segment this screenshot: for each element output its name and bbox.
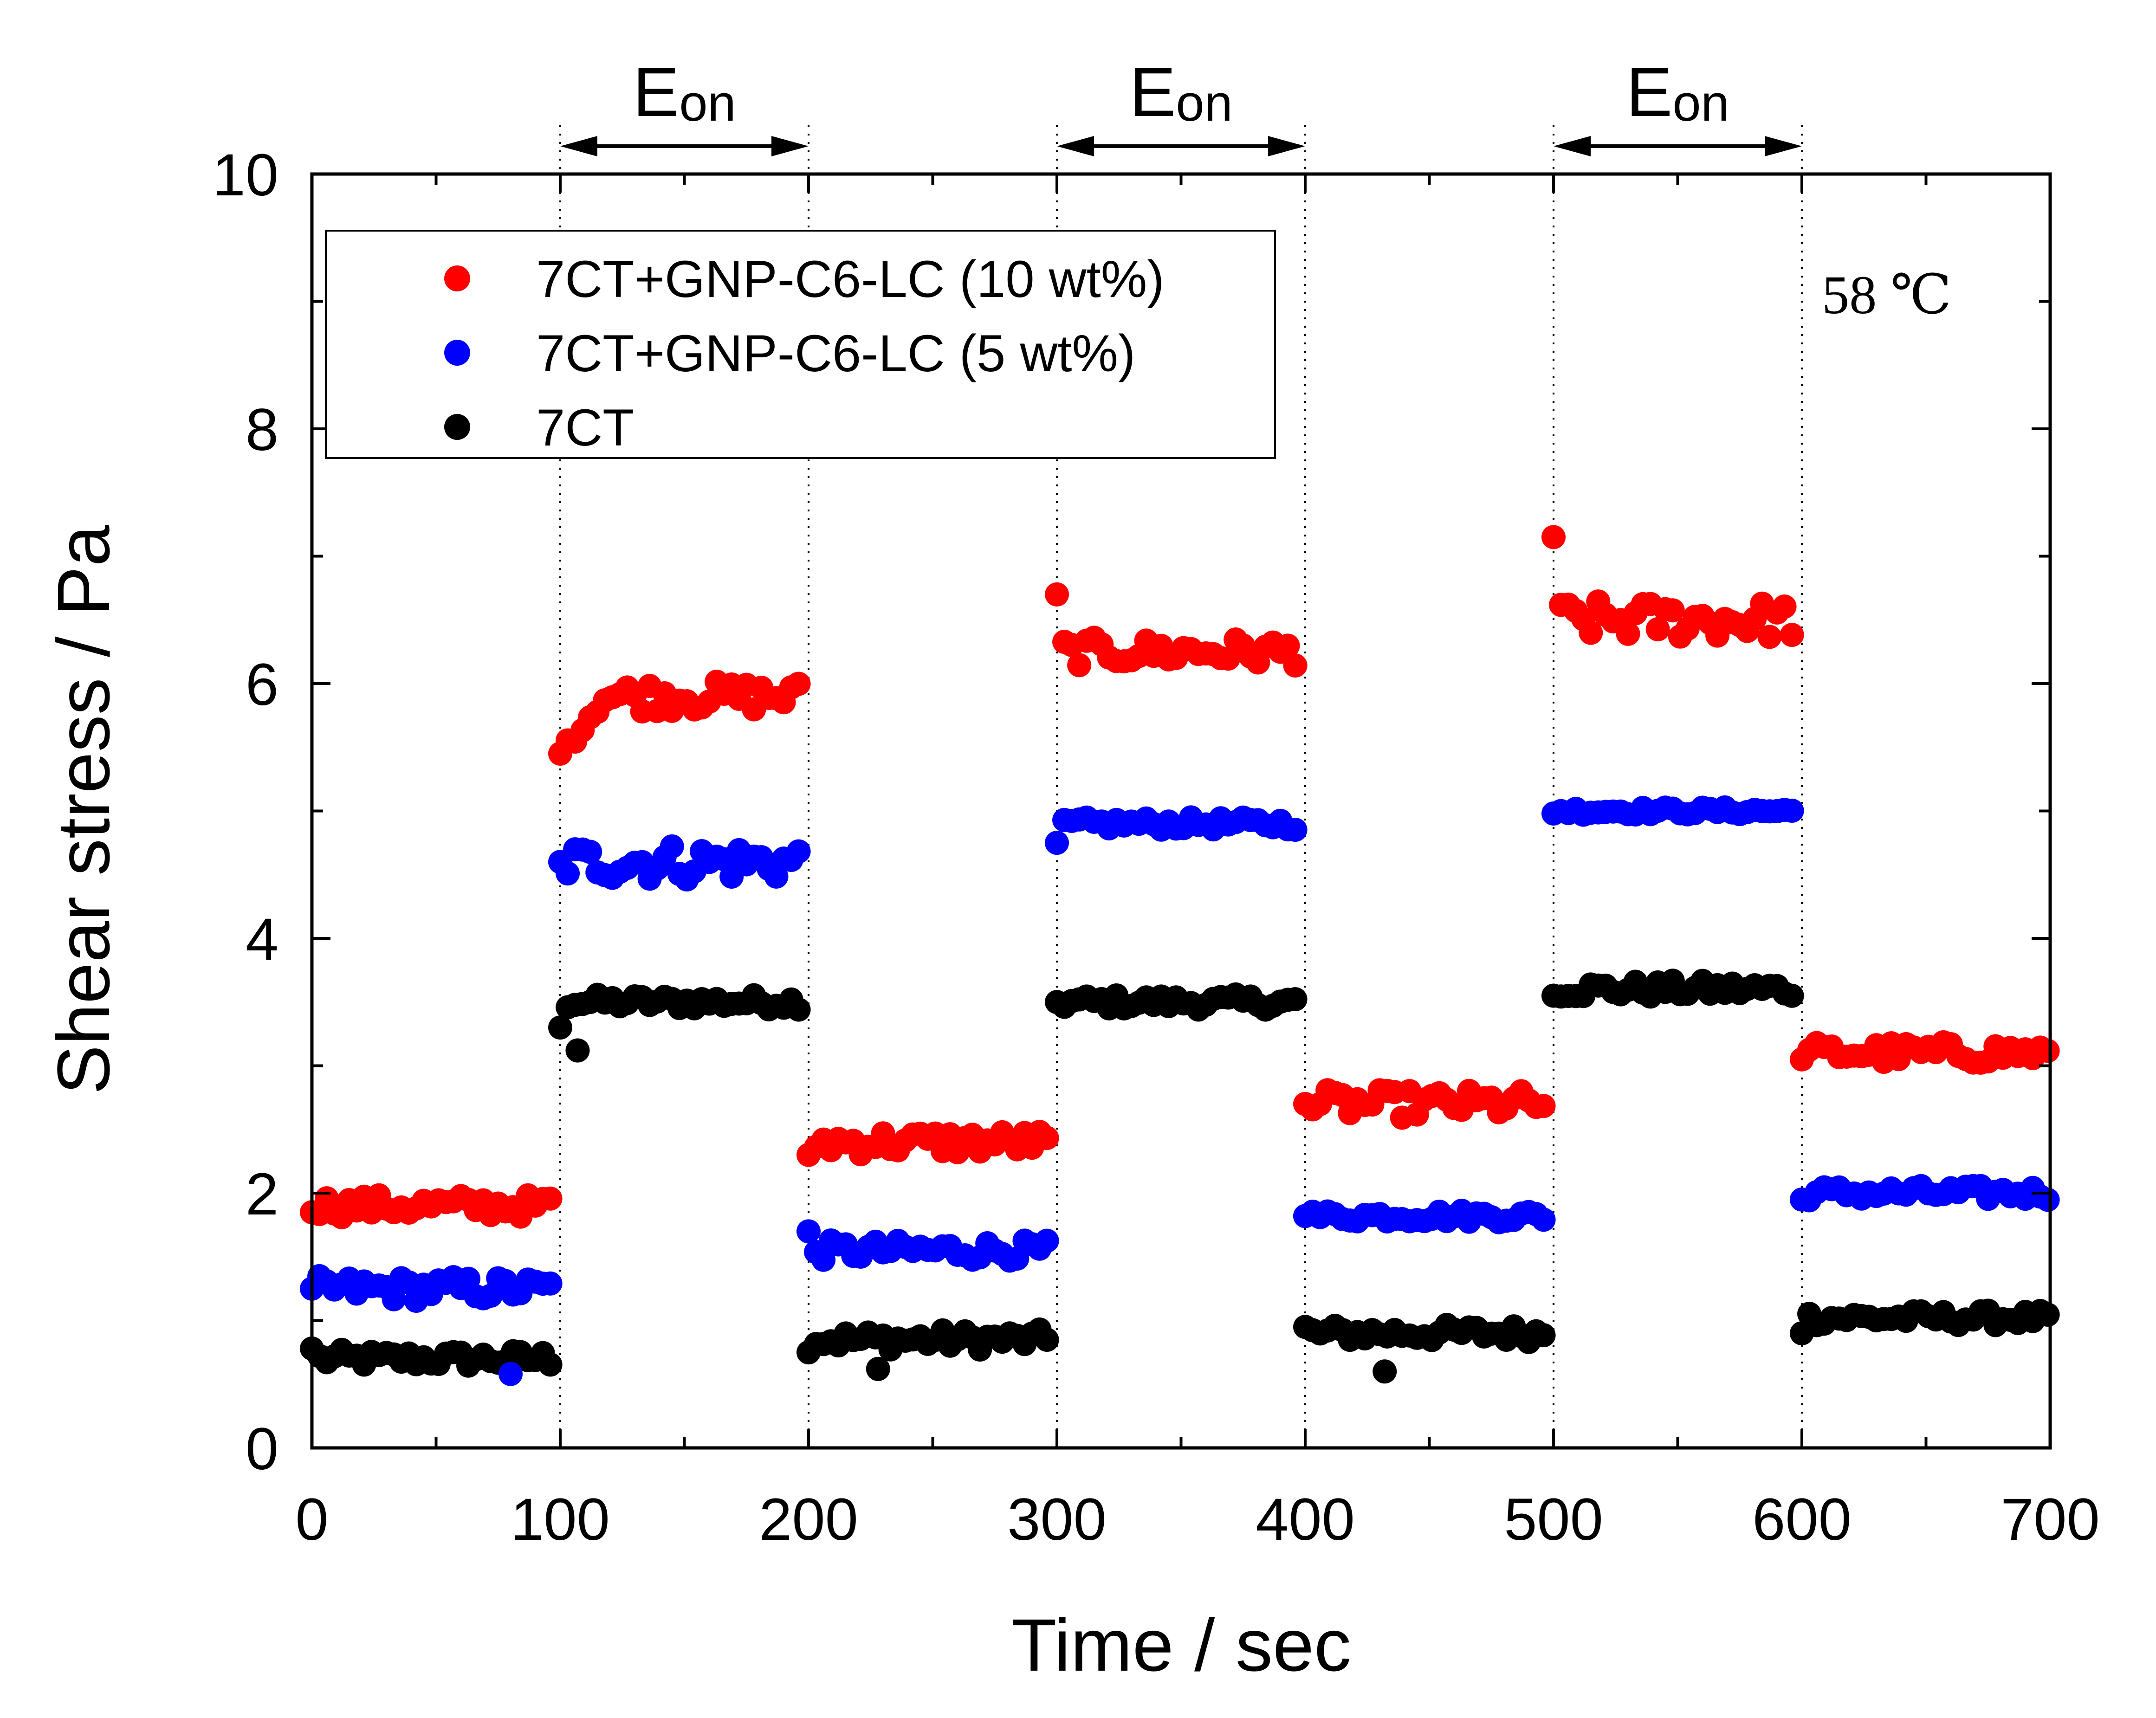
x-tick-label: 300 — [1007, 1486, 1107, 1553]
data-point — [1045, 831, 1069, 855]
y-tick-label: 2 — [246, 1161, 278, 1227]
y-tick-label: 4 — [246, 906, 278, 973]
data-point — [1283, 987, 1308, 1012]
y-tick-label: 10 — [213, 142, 278, 208]
data-point — [556, 861, 580, 886]
data-point — [1660, 598, 1685, 623]
data-point — [786, 672, 811, 696]
legend-label: 7CT — [536, 399, 634, 457]
legend: 7CT+GNP-C6-LC (10 wt%) 7CT+GNP-C6-LC (5 w… — [325, 230, 1276, 459]
data-point-outlier — [499, 1362, 523, 1386]
field-on-arrow-head-right — [1268, 136, 1305, 156]
data-point — [786, 839, 811, 864]
data-point — [2035, 1188, 2060, 1212]
data-point — [1067, 653, 1092, 678]
data-point — [548, 1015, 572, 1040]
x-tick-label: 600 — [1752, 1486, 1852, 1553]
y-tick-label: 0 — [246, 1416, 278, 1482]
field-on-label: Eon — [1129, 53, 1232, 132]
legend-entries: 7CT+GNP-C6-LC (10 wt%) 7CT+GNP-C6-LC (5 w… — [444, 250, 1165, 457]
y-axis-title: Shear stress / Pa — [42, 525, 125, 1094]
data-point — [1780, 983, 1804, 1008]
field-on-arrow-head-left — [560, 136, 597, 156]
data-point — [660, 834, 684, 859]
field-on-arrow-head-left — [1057, 136, 1094, 156]
data-point — [2035, 1302, 2060, 1327]
data-point-outlier — [866, 1356, 890, 1381]
data-point — [1645, 617, 1670, 641]
data-point — [1616, 621, 1640, 646]
data-point — [786, 997, 811, 1022]
data-point — [538, 1186, 563, 1211]
legend-marker — [444, 340, 470, 366]
data-point — [2035, 1039, 2060, 1063]
data-point — [1531, 1094, 1556, 1118]
field-on-annotations: Eon Eon Eon — [560, 53, 1802, 156]
temperature-label: 58 ℃ — [1822, 265, 1952, 325]
legend-label: 7CT+GNP-C6-LC (5 wt%) — [536, 324, 1135, 382]
data-point — [1275, 633, 1300, 658]
y-tick-label: 6 — [246, 652, 278, 718]
data-point — [1541, 525, 1566, 549]
x-tick-label: 0 — [295, 1486, 328, 1553]
x-tick-label: 700 — [2001, 1486, 2100, 1553]
data-point — [1531, 1323, 1556, 1348]
data-point-outlier — [565, 1038, 590, 1063]
data-point — [1772, 594, 1797, 619]
legend-label: 7CT+GNP-C6-LC (10 wt%) — [536, 250, 1165, 308]
data-point — [1035, 1126, 1059, 1150]
axis-tick-labels: 0 100 200 300 400 500 600 700 0 2 4 6 8 10 — [213, 142, 2100, 1553]
data-point — [1780, 623, 1804, 647]
data-point — [1283, 653, 1308, 678]
field-on-arrow-head-right — [1765, 136, 1802, 156]
field-on-arrow-head-right — [771, 136, 809, 156]
legend-marker — [444, 265, 470, 291]
field-on-label: Eon — [633, 53, 736, 132]
data-point — [1780, 798, 1804, 823]
data-point — [1283, 817, 1308, 842]
data-point — [578, 840, 602, 864]
legend-box — [325, 230, 1276, 459]
data-point-outlier — [1373, 1359, 1397, 1384]
data-point — [1035, 1228, 1059, 1253]
x-axis-title: Time / sec — [1011, 1603, 1351, 1686]
data-point — [1035, 1327, 1059, 1352]
x-tick-label: 400 — [1256, 1486, 1355, 1553]
data-point — [1531, 1208, 1556, 1232]
data-point — [1045, 582, 1069, 607]
data-point — [1579, 620, 1603, 645]
field-on-label: Eon — [1626, 53, 1729, 132]
data-point — [538, 1352, 563, 1377]
field-on-arrow-head-left — [1554, 136, 1591, 156]
x-tick-label: 100 — [511, 1486, 610, 1553]
legend-marker — [444, 414, 470, 440]
data-point — [1757, 625, 1782, 649]
data-points — [300, 525, 2060, 1386]
x-tick-label: 500 — [1504, 1486, 1603, 1553]
data-point — [538, 1271, 563, 1296]
data-point — [811, 1247, 836, 1272]
y-tick-label: 8 — [246, 397, 278, 463]
data-point — [382, 1287, 406, 1311]
x-tick-label: 200 — [759, 1486, 858, 1553]
field-on-guides — [559, 125, 1803, 1448]
data-point — [796, 1219, 821, 1244]
